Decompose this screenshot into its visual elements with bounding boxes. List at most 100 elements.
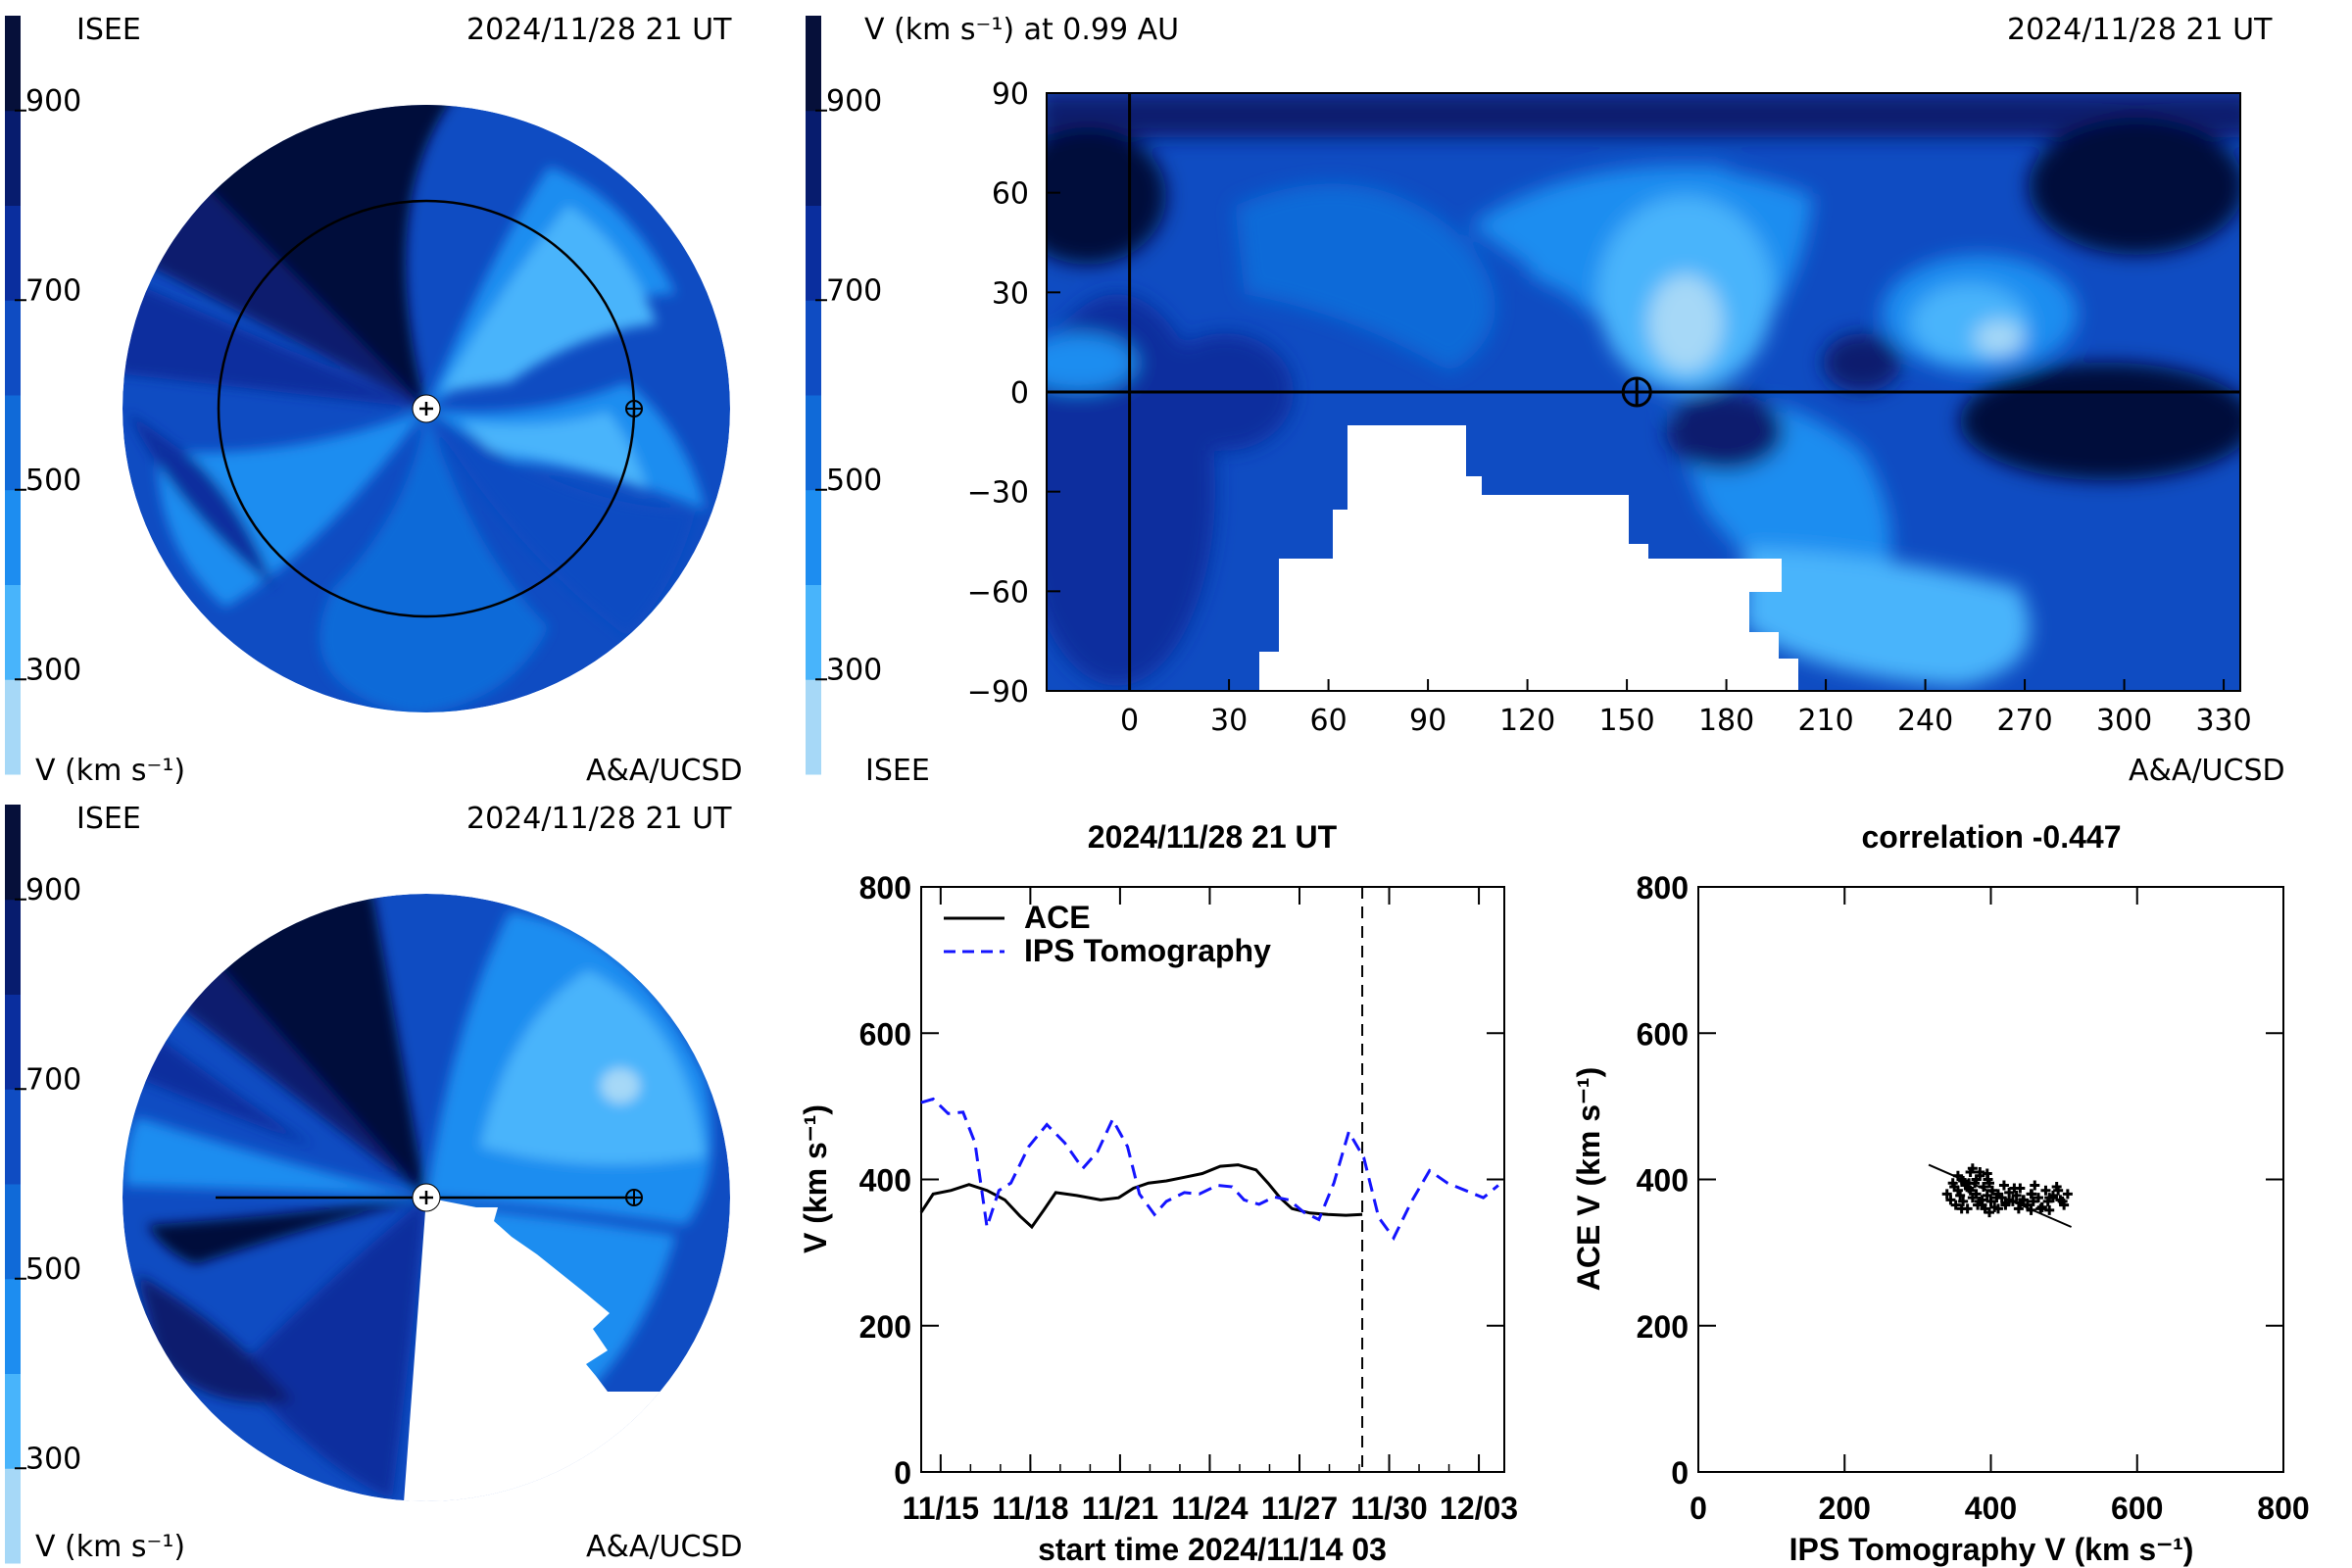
scatter-axes: 0 200 400 600 800 0 200 400 600 800: [1637, 870, 2310, 1526]
time-series-x-tick-label: 11/30: [1350, 1491, 1427, 1526]
colorbar-segment: [806, 489, 821, 585]
colorbar-tick-label: 700: [826, 273, 882, 308]
colorbar-tick-label: 300: [25, 653, 81, 687]
scatter-x-tick-label: 400: [1965, 1491, 2017, 1526]
heatmap-x-tick-label: 240: [1897, 704, 1953, 738]
scatter-y-tick-label: 400: [1637, 1163, 1689, 1199]
colorbar-segment: [5, 110, 21, 206]
colorbar-tick-label: 700: [25, 273, 81, 308]
time-series-axes: 11/15 11/18 11/21 11/24 11/27 11/30 12/03 0 200 4…: [859, 870, 1518, 1526]
legend-ips-label: IPS Tomography: [1024, 933, 1271, 968]
heatmap-y-tick-label: 60: [992, 177, 1029, 212]
heatmap-y-tick-label: 0: [1010, 376, 1029, 411]
scatter-point: [1984, 1207, 1995, 1218]
scatter-point: [1945, 1195, 1956, 1205]
colorbar-segment: [5, 1184, 21, 1280]
heatmap-y-tick-label: 90: [992, 77, 1029, 112]
colorbar-tick-label: 300: [25, 1442, 81, 1476]
time-series-ylabel: V (km s⁻¹): [798, 1104, 833, 1253]
scatter-y-tick-label: 0: [1671, 1455, 1689, 1491]
scatter-point: [2027, 1189, 2037, 1200]
scatter-point: [1982, 1168, 1992, 1179]
scatter-point: [1971, 1189, 1982, 1200]
colorbar-tr: 900 700 500 300: [806, 16, 882, 775]
earth-marker-cross: [1623, 378, 1651, 406]
timestamp-tr: 2024/11/28 21 UT: [2007, 13, 2273, 47]
units-label-tl: V (km s⁻¹): [35, 754, 185, 788]
heatmap-x-tick-label: 90: [1409, 704, 1446, 738]
scatter-point: [1977, 1200, 1987, 1210]
colorbar-segment: [806, 110, 821, 206]
scatter-point: [1947, 1178, 1958, 1189]
time-series-x-tick-label: 11/24: [1171, 1491, 1249, 1526]
scatter-point: [1950, 1200, 1961, 1210]
heatmap-x-tick-label: 300: [2096, 704, 2152, 738]
colorbar-segment: [5, 489, 21, 585]
scatter-chart: correlation -0.447 0 200 400 600 800 0 200 400 6…: [1571, 819, 2310, 1567]
scatter-y-tick-label: 800: [1637, 870, 1689, 906]
scatter-xlabel: IPS Tomography V (km s⁻¹): [1789, 1532, 2194, 1567]
time-series-frame: [920, 886, 1505, 1473]
colorbar-tick-label: 900: [25, 873, 81, 907]
time-series-marks: [919, 887, 1499, 1472]
colorbar-tick-label: 700: [25, 1062, 81, 1097]
credit-tr: A&A/UCSD: [2129, 754, 2285, 788]
time-series-x-tick-label: 11/21: [1082, 1491, 1158, 1526]
heatmap-marks: [1047, 93, 2240, 691]
scatter-fit-line: [1928, 1163, 2072, 1228]
colorbar-segment: [806, 16, 821, 112]
scatter-point: [2000, 1200, 2011, 1210]
heatmap-x-tick-label: 30: [1210, 704, 1248, 738]
polar-velocity-map-tl: [122, 105, 730, 712]
timestamp-bl: 2024/11/28 21 UT: [466, 802, 732, 836]
time-series-chart: 2024/11/28 21 UT 11/15 11/18 11/21 11/24 11/…: [798, 819, 1518, 1567]
heatmap-x-tick-label: 120: [1499, 704, 1555, 738]
scatter-point: [1992, 1203, 2003, 1214]
scatter-point: [2044, 1204, 2055, 1215]
scatter-point: [2030, 1180, 2040, 1191]
heatmap-y-tick-label: −30: [967, 476, 1029, 511]
heatmap-x-tick-label: 150: [1598, 704, 1654, 738]
scatter-x-tick-label: 800: [2257, 1491, 2309, 1526]
colorbar-segment: [806, 679, 821, 775]
colorbar-tick-label: 500: [826, 464, 882, 498]
heatmap-axes: 0 30 60 90 120 150 180 210 240 270 300 3309060300−3…: [967, 77, 2252, 738]
colorbar-segment: [806, 205, 821, 301]
colorbar-segment: [5, 584, 21, 680]
scatter-point: [2047, 1193, 2058, 1203]
colorbar-segment: [5, 300, 21, 396]
colorbar-tl: 900 700 500 300: [5, 16, 81, 775]
units-label-bl: V (km s⁻¹): [35, 1530, 185, 1564]
credit-tl: A&A/UCSD: [586, 754, 743, 788]
heatmap-x-tick-label: 180: [1698, 704, 1754, 738]
scatter-point: [2040, 1185, 2051, 1196]
legend-ace-label: ACE: [1024, 900, 1091, 935]
scatter-point: [2053, 1185, 2064, 1196]
scatter-y-tick-label: 600: [1637, 1016, 1689, 1052]
ips-tomography-series-line: [920, 1097, 1499, 1242]
credit-bl: A&A/UCSD: [586, 1530, 743, 1564]
colorbar-segment: [5, 679, 21, 775]
scatter-point: [1952, 1185, 1963, 1196]
colorbar-segment: [5, 1468, 21, 1564]
time-series-legend: ACE IPS Tomography: [944, 900, 1271, 968]
time-series-y-tick-label: 600: [859, 1016, 911, 1052]
time-series-x-tick-label: 11/27: [1261, 1491, 1338, 1526]
heatmap-y-tick-label: −60: [967, 575, 1029, 610]
scatter-point: [2009, 1183, 2020, 1194]
colorbar-segment: [5, 16, 21, 112]
colorbar-tick-label: 900: [25, 84, 81, 119]
colorbar-segment: [5, 805, 21, 901]
scatter-x-tick-label: 0: [1690, 1491, 1707, 1526]
polar-velocity-map-bl: [122, 894, 730, 1501]
scatter-point: [1955, 1190, 1966, 1200]
time-series-y-tick-label: 800: [859, 870, 911, 906]
scatter-point: [1956, 1203, 1967, 1214]
heatmap-x-tick-label: 0: [1120, 704, 1139, 738]
scatter-y-tick-label: 200: [1637, 1309, 1689, 1345]
heatmap-x-tick-label: 60: [1309, 704, 1347, 738]
scatter-point: [1941, 1189, 1952, 1200]
time-series-x-tick-label: 11/15: [903, 1491, 979, 1526]
colorbar-bl: 900 700 500 300: [5, 805, 81, 1564]
